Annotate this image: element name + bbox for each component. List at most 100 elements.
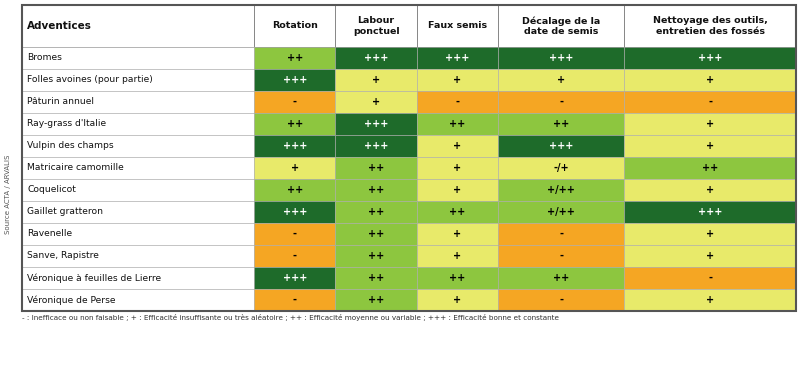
Bar xyxy=(498,69,624,91)
Bar xyxy=(417,91,498,113)
Bar xyxy=(254,201,335,223)
Bar xyxy=(498,135,624,157)
Text: ++: ++ xyxy=(368,163,384,173)
Text: ++: ++ xyxy=(702,163,718,173)
Bar xyxy=(254,113,335,135)
Text: Matricaire camomille: Matricaire camomille xyxy=(27,164,124,173)
Bar xyxy=(335,289,417,311)
Bar xyxy=(22,5,796,311)
Bar xyxy=(417,289,498,311)
Bar xyxy=(498,91,624,113)
Bar xyxy=(22,47,254,69)
Bar xyxy=(498,223,624,245)
Bar xyxy=(22,267,254,289)
Bar xyxy=(335,267,417,289)
Text: Gaillet gratteron: Gaillet gratteron xyxy=(27,207,103,217)
Bar xyxy=(417,179,498,201)
Bar xyxy=(254,245,335,267)
Text: Labour
ponctuel: Labour ponctuel xyxy=(353,16,399,36)
Bar xyxy=(22,135,254,157)
Text: -: - xyxy=(708,273,712,283)
Text: +: + xyxy=(454,75,462,85)
Bar xyxy=(624,201,796,223)
Bar xyxy=(498,245,624,267)
Text: Ravenelle: Ravenelle xyxy=(27,230,72,239)
Bar xyxy=(335,91,417,113)
Bar xyxy=(417,113,498,135)
Text: ++: ++ xyxy=(368,295,384,305)
Bar xyxy=(335,201,417,223)
Text: ++: ++ xyxy=(553,119,570,129)
Text: Coquelicot: Coquelicot xyxy=(27,186,76,194)
Text: -: - xyxy=(293,97,297,107)
Text: ++: ++ xyxy=(368,185,384,195)
Text: +++: +++ xyxy=(549,141,574,151)
Text: -: - xyxy=(293,251,297,261)
Text: - : Inefficace ou non faisable ; + : Efficacité insuffisante ou très aléatoire ;: - : Inefficace ou non faisable ; + : Eff… xyxy=(22,314,559,321)
Text: -: - xyxy=(293,229,297,239)
Text: ++: ++ xyxy=(286,185,303,195)
Bar xyxy=(335,113,417,135)
Bar xyxy=(22,157,254,179)
Bar xyxy=(498,179,624,201)
Text: -: - xyxy=(559,229,563,239)
Bar xyxy=(498,5,624,47)
Bar xyxy=(335,179,417,201)
Bar xyxy=(254,69,335,91)
Bar xyxy=(624,267,796,289)
Text: +++: +++ xyxy=(445,53,470,63)
Text: Faux semis: Faux semis xyxy=(428,22,487,30)
Text: +: + xyxy=(706,229,714,239)
Text: ++: ++ xyxy=(450,207,466,217)
Text: +: + xyxy=(372,97,380,107)
Text: Pâturin annuel: Pâturin annuel xyxy=(27,98,94,106)
Bar xyxy=(22,113,254,135)
Text: ++: ++ xyxy=(553,273,570,283)
Bar xyxy=(624,135,796,157)
Text: Ray-grass d'Italie: Ray-grass d'Italie xyxy=(27,119,106,128)
Bar xyxy=(254,267,335,289)
Bar xyxy=(498,113,624,135)
Bar xyxy=(498,201,624,223)
Bar xyxy=(624,5,796,47)
Text: Source ACTA / ARVALIS: Source ACTA / ARVALIS xyxy=(5,155,11,234)
Bar xyxy=(254,47,335,69)
Text: Folles avoines (pour partie): Folles avoines (pour partie) xyxy=(27,76,153,85)
Bar xyxy=(22,5,254,47)
Text: -: - xyxy=(455,97,459,107)
Bar xyxy=(417,135,498,157)
Bar xyxy=(254,91,335,113)
Text: +: + xyxy=(454,295,462,305)
Bar xyxy=(254,5,335,47)
Text: +++: +++ xyxy=(364,53,388,63)
Text: -: - xyxy=(559,97,563,107)
Text: Véronique à feuilles de Lierre: Véronique à feuilles de Lierre xyxy=(27,273,161,283)
Text: +: + xyxy=(454,141,462,151)
Bar xyxy=(254,179,335,201)
Text: ++: ++ xyxy=(368,229,384,239)
Text: Décalage de la
date de semis: Décalage de la date de semis xyxy=(522,16,600,36)
Bar xyxy=(498,267,624,289)
Bar xyxy=(22,245,254,267)
Text: +++: +++ xyxy=(698,207,722,217)
Bar xyxy=(624,245,796,267)
Text: Vulpin des champs: Vulpin des champs xyxy=(27,141,114,151)
Bar xyxy=(417,47,498,69)
Text: +: + xyxy=(454,251,462,261)
Bar xyxy=(624,69,796,91)
Bar xyxy=(624,91,796,113)
Text: +: + xyxy=(706,251,714,261)
Bar xyxy=(22,69,254,91)
Text: ++: ++ xyxy=(450,119,466,129)
Text: +/++: +/++ xyxy=(547,185,575,195)
Bar xyxy=(498,157,624,179)
Text: +: + xyxy=(706,75,714,85)
Text: +: + xyxy=(706,141,714,151)
Bar xyxy=(335,135,417,157)
Bar xyxy=(335,69,417,91)
Text: +++: +++ xyxy=(549,53,574,63)
Bar xyxy=(498,47,624,69)
Bar xyxy=(22,289,254,311)
Bar xyxy=(624,179,796,201)
Bar xyxy=(624,157,796,179)
